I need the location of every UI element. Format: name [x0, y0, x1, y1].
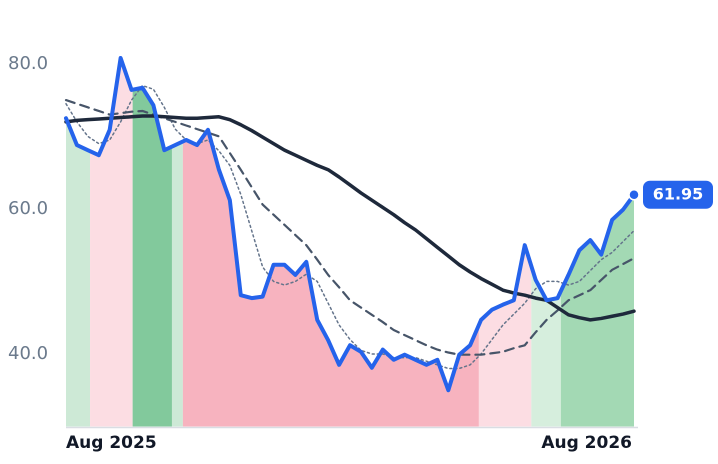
- region-band: [90, 58, 133, 427]
- series-line: [64, 56, 636, 393]
- series-line: [64, 114, 636, 322]
- labels: 40.0 60.0 80.0 Aug 2025 Aug 2026 61.95: [8, 53, 713, 453]
- y-tick-label: 40.0: [8, 343, 48, 364]
- region-band: [531, 58, 561, 427]
- x-tick-label: Aug 2025: [66, 433, 157, 453]
- x-tick-label: Aug 2026: [541, 433, 632, 453]
- lines: [64, 56, 640, 393]
- region-band: [478, 58, 532, 427]
- value-badge: [643, 180, 713, 209]
- region-band: [171, 58, 183, 427]
- last-point: [628, 189, 640, 201]
- regions: [66, 58, 634, 427]
- region-band: [560, 58, 634, 427]
- y-tick-label: 80.0: [8, 53, 48, 74]
- region-band: [66, 58, 91, 427]
- value-badge-label: 61.95: [653, 184, 704, 203]
- region-band: [132, 58, 172, 427]
- y-tick-label: 60.0: [8, 198, 48, 219]
